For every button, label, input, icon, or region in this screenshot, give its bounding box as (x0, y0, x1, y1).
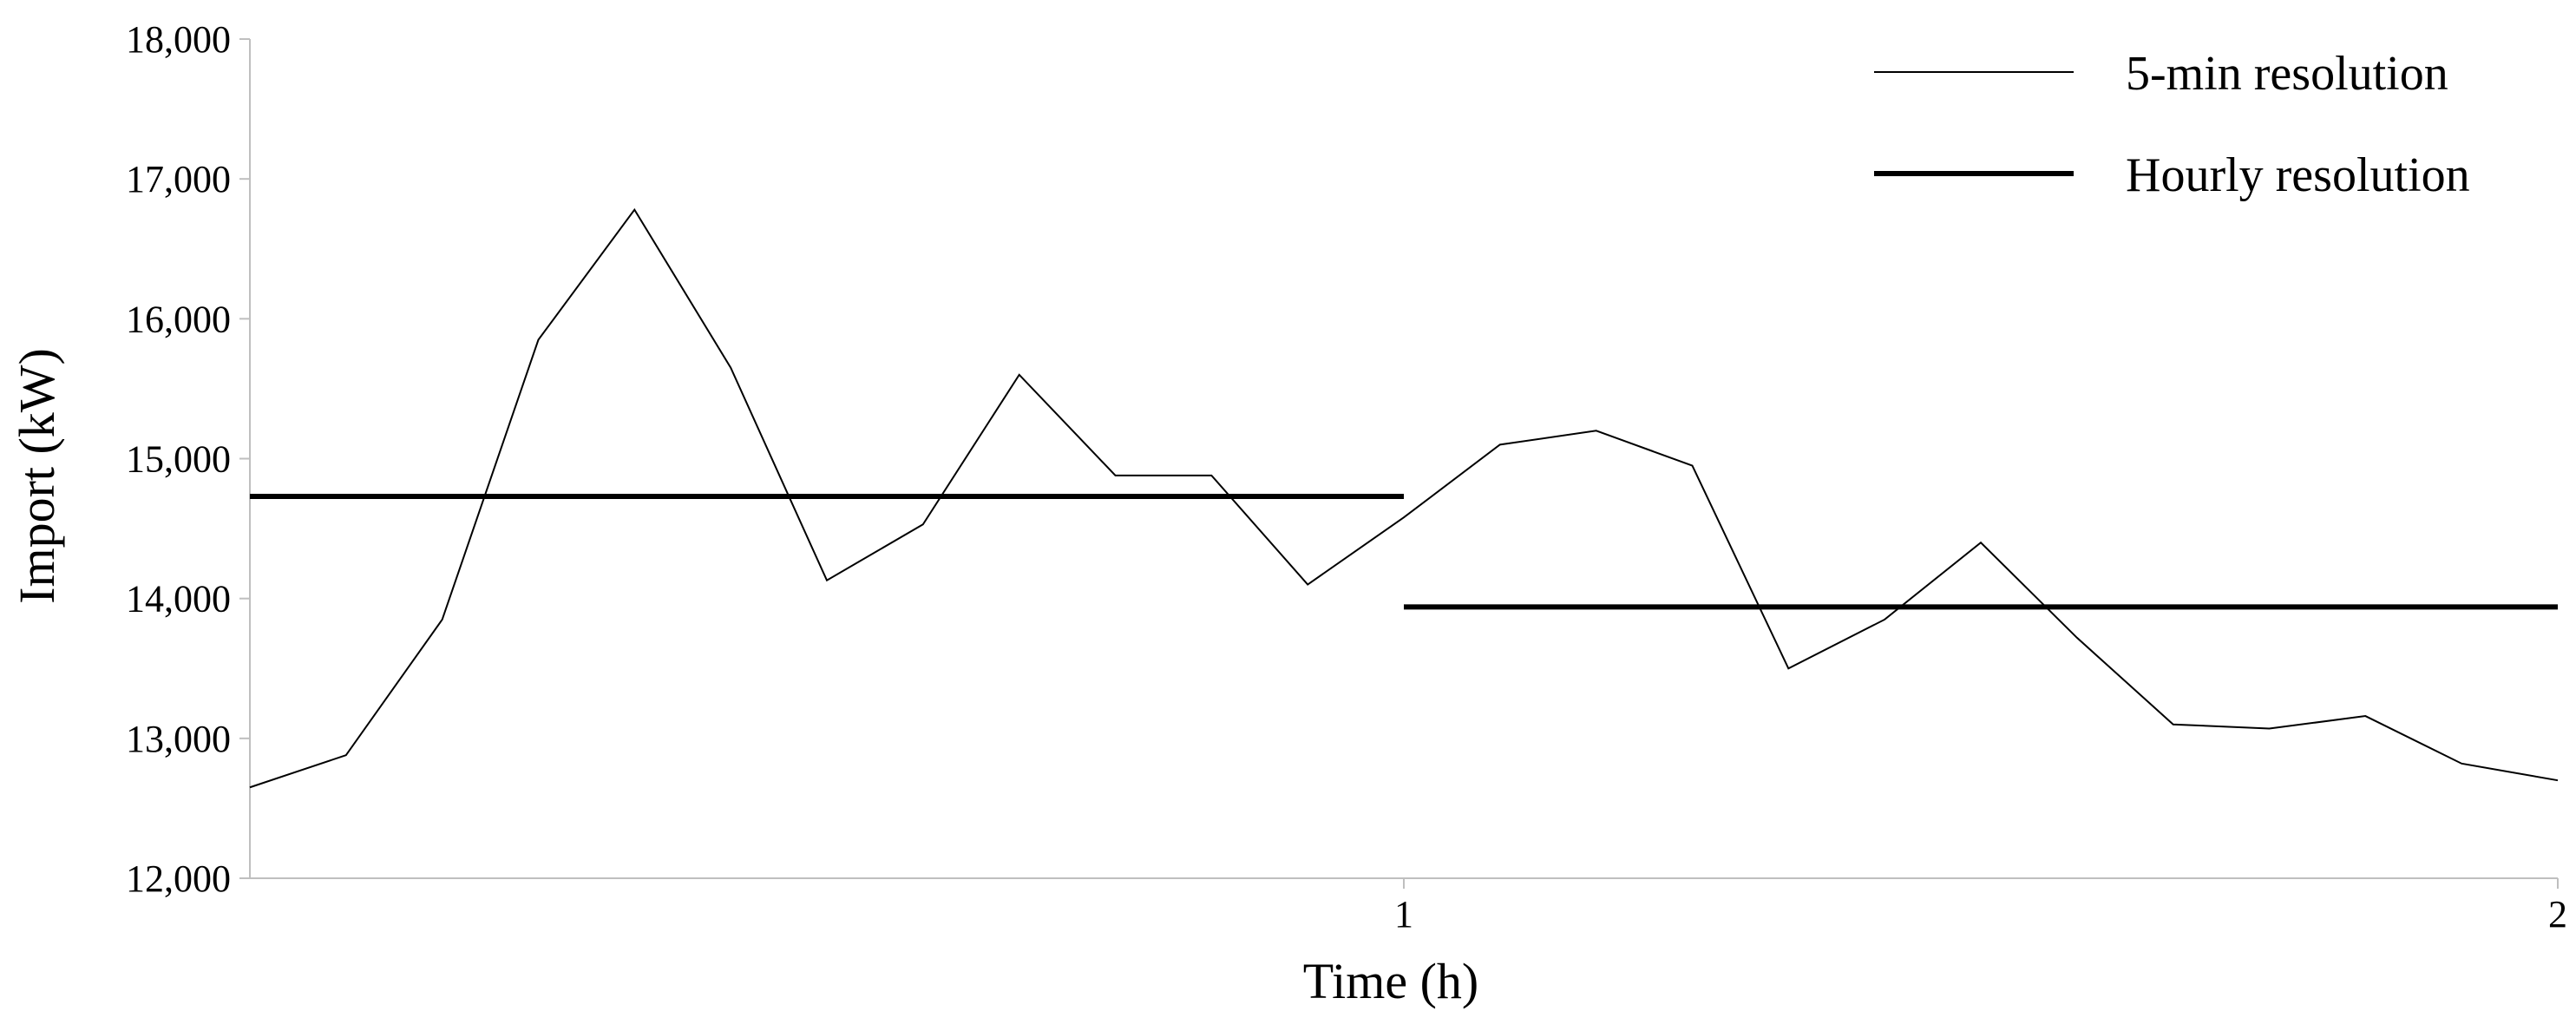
y-tick-label: 17,000 (126, 158, 231, 200)
y-tick-label: 13,000 (126, 718, 231, 760)
x-tick-label: 1 (1394, 893, 1413, 936)
x-tick-label: 2 (2548, 893, 2567, 936)
series-line-5-min (249, 207, 2559, 789)
y-tick-label: 16,000 (126, 298, 231, 340)
legend: 5-min resolution Hourly resolution (1874, 47, 2470, 202)
y-axis-title: Import (kW) (9, 348, 65, 604)
legend-label-2: Hourly resolution (2126, 148, 2470, 202)
y-tick-label: 12,000 (126, 857, 231, 900)
plot-area (249, 207, 2559, 789)
y-tick-label: 15,000 (126, 438, 231, 481)
x-axis-title: Time (h) (1303, 953, 1479, 1009)
legend-label-1: 5-min resolution (2126, 47, 2448, 101)
y-tick-label: 18,000 (126, 18, 231, 61)
y-tick-label: 14,000 (126, 578, 231, 621)
axis-labels: 12,000 13,000 14,000 15,000 16,000 17,000 18,0… (9, 18, 2567, 1009)
axes (239, 38, 2559, 889)
